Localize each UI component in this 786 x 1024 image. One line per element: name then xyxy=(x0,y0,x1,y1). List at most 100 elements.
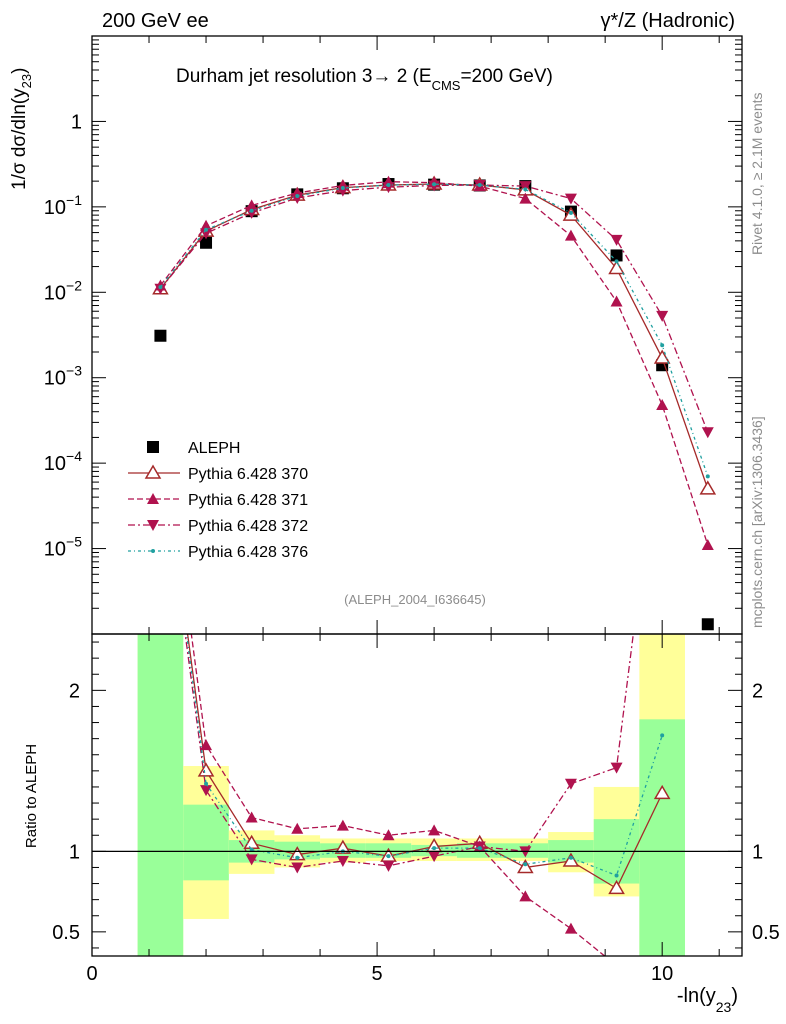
series-4-point-2 xyxy=(249,208,254,213)
series-1-point-10 xyxy=(608,259,625,275)
series-2-point-11 xyxy=(656,398,669,410)
series-3-point-10 xyxy=(610,234,623,246)
ratio-series xyxy=(184,634,671,956)
y-axis-label: 1/σ dσ/dln(y23) xyxy=(9,68,34,190)
series-1-ratio-point-10 xyxy=(608,879,625,895)
series-4-ratio-point-1 xyxy=(204,781,209,786)
series-4-ratio-point-7 xyxy=(477,846,482,851)
band-green-bin-1 xyxy=(183,804,229,881)
legend-marker-0 xyxy=(147,441,159,453)
series-2-point-8 xyxy=(519,192,532,204)
header-left: 200 GeV ee xyxy=(102,10,209,32)
series-4-point-8 xyxy=(523,187,528,192)
series-4-ratio-point-8 xyxy=(523,862,528,867)
series-3-ratio-line xyxy=(184,634,634,869)
y-tick-label-2: 10−2 xyxy=(44,277,82,304)
series-3-point-8 xyxy=(519,181,532,193)
y-tick-label-5: 10−5 xyxy=(44,534,82,561)
series-2-ratio-point-1 xyxy=(200,739,213,751)
ratio-tick-label-right-2: 2 xyxy=(752,680,763,702)
rivet-version-label: Rivet 4.1.0, ≥ 2.1M events xyxy=(749,92,765,255)
series-3-ratio-point-5 xyxy=(382,860,395,872)
legend-label-4: Pythia 6.428 376 xyxy=(188,544,308,561)
series-2-point-2 xyxy=(245,199,258,211)
axis-ticks xyxy=(91,36,742,956)
legend-marker-2 xyxy=(147,493,159,504)
axis-tick-labels: 0 5 10 1 10−1 10−2 10−3 10−4 10−5 0.5 0.5 1 1 2 2 xyxy=(44,111,780,985)
ratio-tick-label-left-0: 0.5 xyxy=(52,922,80,944)
series-3-point-4 xyxy=(336,185,349,197)
series-2-ratio-point-8 xyxy=(519,890,532,902)
series-4-point-7 xyxy=(477,183,482,188)
legend-item-4: Pythia 6.428 376 xyxy=(128,544,308,561)
series-2-ratio-point-2 xyxy=(245,811,258,823)
series-2-ratio-point-9 xyxy=(564,922,577,934)
series-4-line xyxy=(159,183,709,477)
series-1-line xyxy=(159,183,709,490)
series-2-ratio-point-5 xyxy=(382,829,395,841)
series-4-ratio-point-5 xyxy=(386,854,391,859)
series-2-line xyxy=(159,181,709,546)
series-2-ratio-point-3 xyxy=(291,822,304,834)
aleph-point-1 xyxy=(200,236,213,249)
x-tick-label-2: 10 xyxy=(651,963,673,985)
series-4-point-12 xyxy=(705,474,710,479)
series-4-ratio-point-3 xyxy=(295,855,300,860)
series-2-ratio-point-4 xyxy=(336,819,349,831)
aleph-point-0 xyxy=(154,329,167,342)
series-2-point-9 xyxy=(564,229,577,241)
legend-item-1: Pythia 6.428 370 xyxy=(128,464,308,483)
series-3-ratio-point-3 xyxy=(291,862,304,874)
series-4-point-4 xyxy=(340,186,345,191)
series-3-point-2 xyxy=(245,207,258,219)
series-3-point-12 xyxy=(701,427,714,439)
mcplots-reference-label: mcplots.cern.ch [arXiv:1306.3436] xyxy=(749,416,765,628)
series-3-point-3 xyxy=(291,192,304,204)
series-3-point-1 xyxy=(200,228,213,240)
ratio-uncertainty-bands xyxy=(137,634,685,956)
aleph-point-10 xyxy=(610,249,623,262)
series-1-ratio-point-9 xyxy=(562,852,580,867)
series-1-ratio-point-1 xyxy=(197,762,215,777)
series-4-ratio-point-10 xyxy=(614,873,619,878)
series-4-ratio-point-11 xyxy=(660,733,665,738)
legend-label-2: Pythia 6.428 371 xyxy=(188,492,308,509)
x-axis-label: -ln(y23) xyxy=(677,985,738,1015)
x-tick-label-1: 5 xyxy=(372,963,383,985)
series-4-ratio-point-2 xyxy=(249,847,254,852)
y-tick-label-4: 10−4 xyxy=(44,448,82,475)
series-3-ratio-point-10 xyxy=(610,762,623,774)
series-2-ratio-line xyxy=(190,634,606,956)
series-1-ratio-point-8 xyxy=(517,858,534,874)
series-1-point-12 xyxy=(699,480,717,495)
series-4-point-1 xyxy=(204,227,209,232)
legend: ALEPH Pythia 6.428 370 Pythia 6.428 371 Pyt… xyxy=(128,440,308,561)
y-tick-label-1: 10−1 xyxy=(44,192,82,219)
ratio-y-axis-label: Ratio to ALEPH xyxy=(23,744,40,848)
series-1-ratio-point-11 xyxy=(653,784,671,800)
band-green-bin-11 xyxy=(639,719,685,956)
legend-item-3: Pythia 6.428 372 xyxy=(128,518,308,535)
series-3-ratio-point-4 xyxy=(336,856,349,868)
aleph-point-12 xyxy=(701,618,714,631)
series-3-point-5 xyxy=(382,182,395,194)
main-series xyxy=(152,175,717,631)
band-green-bin-0 xyxy=(137,634,184,956)
series-3-ratio-point-2 xyxy=(245,854,258,866)
ratio-frame xyxy=(91,633,743,957)
legend-marker-4 xyxy=(151,549,155,553)
series-4-ratio-point-9 xyxy=(568,855,573,860)
analysis-id: (ALEPH_2004_I636645) xyxy=(344,592,486,607)
series-2-point-10 xyxy=(610,295,623,307)
y-tick-label-3: 10−3 xyxy=(44,363,82,390)
legend-marker-1 xyxy=(144,464,162,479)
y-tick-label-0: 1 xyxy=(71,111,82,133)
series-3-ratio-point-1 xyxy=(200,785,213,797)
series-3-point-11 xyxy=(656,310,669,322)
series-3-point-9 xyxy=(564,193,577,205)
series-4-point-5 xyxy=(386,183,391,188)
legend-item-0: ALEPH xyxy=(147,440,240,457)
series-4-point-11 xyxy=(660,343,665,348)
x-tick-label-0: 0 xyxy=(86,963,97,985)
